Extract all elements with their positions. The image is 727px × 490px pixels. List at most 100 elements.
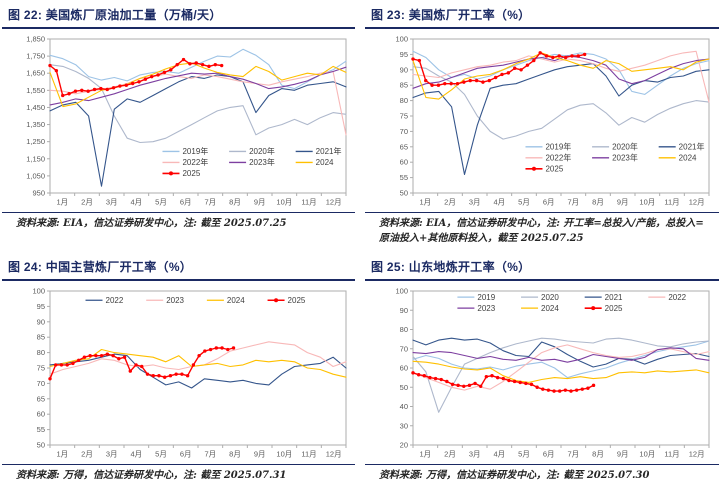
figure-23: 图 23: 美国炼厂开工率（%） 50 55 60 65 70 75 80 85 90 95 100… xyxy=(363,0,727,252)
svg-text:65: 65 xyxy=(37,394,45,403)
svg-text:2023: 2023 xyxy=(477,304,495,313)
svg-text:3月: 3月 xyxy=(469,198,481,207)
figure-22: 图 22: 美国炼厂原油加工量（万桶/天） 950 1,050 1,150 1,250… xyxy=(0,0,363,252)
svg-text:9月: 9月 xyxy=(617,450,629,459)
svg-text:1,750: 1,750 xyxy=(26,52,45,61)
svg-text:10月: 10月 xyxy=(639,450,655,459)
svg-text:2020: 2020 xyxy=(541,293,559,302)
svg-text:2022: 2022 xyxy=(106,296,124,305)
svg-text:1月: 1月 xyxy=(56,198,68,207)
svg-text:9月: 9月 xyxy=(254,198,266,207)
svg-text:2月: 2月 xyxy=(81,450,93,459)
svg-text:2023年: 2023年 xyxy=(249,157,275,167)
svg-text:90: 90 xyxy=(37,317,45,326)
svg-text:2021年: 2021年 xyxy=(679,142,705,152)
svg-text:1,050: 1,050 xyxy=(26,171,45,180)
svg-text:2023年: 2023年 xyxy=(612,153,638,163)
svg-text:80: 80 xyxy=(400,96,408,105)
svg-text:6月: 6月 xyxy=(180,198,192,207)
svg-text:1月: 1月 xyxy=(56,450,68,459)
svg-text:60: 60 xyxy=(400,364,408,373)
svg-text:65: 65 xyxy=(400,142,408,151)
svg-text:70: 70 xyxy=(400,344,408,353)
figure-25-chart-area: 20 30 40 50 60 70 80 90 100 1月 2月 3月 4月 5月 6月 7月 8月 9月 10月… xyxy=(365,281,719,463)
svg-text:2021年: 2021年 xyxy=(316,146,342,156)
svg-text:50: 50 xyxy=(37,441,45,450)
svg-text:1,350: 1,350 xyxy=(26,120,45,129)
figure-24: 图 24: 中国主营炼厂开工率（%） 50 55 60 65 70 75 80 85 90 95 1… xyxy=(0,252,363,490)
svg-text:7月: 7月 xyxy=(567,198,579,207)
svg-text:80: 80 xyxy=(400,325,408,334)
svg-text:4月: 4月 xyxy=(130,198,142,207)
svg-text:1,150: 1,150 xyxy=(26,154,45,163)
svg-text:6月: 6月 xyxy=(543,198,555,207)
svg-text:12月: 12月 xyxy=(326,450,342,459)
svg-text:7月: 7月 xyxy=(567,450,579,459)
svg-text:100: 100 xyxy=(32,287,45,296)
svg-text:95: 95 xyxy=(400,50,408,59)
svg-text:4月: 4月 xyxy=(493,450,505,459)
svg-text:2024: 2024 xyxy=(316,158,334,167)
figure-25-source: 资料来源: 万得，信达证券研发中心，注: 截至 2025.07.30 xyxy=(379,470,650,481)
svg-text:2022: 2022 xyxy=(668,293,686,302)
svg-text:10月: 10月 xyxy=(639,198,655,207)
svg-text:6月: 6月 xyxy=(543,450,555,459)
svg-text:55: 55 xyxy=(400,173,408,182)
svg-text:12月: 12月 xyxy=(689,198,705,207)
svg-text:8月: 8月 xyxy=(229,198,241,207)
svg-text:11月: 11月 xyxy=(664,450,679,459)
svg-text:3月: 3月 xyxy=(106,450,118,459)
svg-text:60: 60 xyxy=(37,410,45,419)
svg-text:9月: 9月 xyxy=(617,198,629,207)
svg-text:3月: 3月 xyxy=(469,450,481,459)
svg-text:2024: 2024 xyxy=(679,154,697,163)
svg-text:8月: 8月 xyxy=(592,450,604,459)
figure-25-chart: 20 30 40 50 60 70 80 90 100 1月 2月 3月 4月 5月 6月 7月 8月 9月 10月… xyxy=(395,287,710,459)
figure-22-title: 图 22: 美国炼厂原油加工量（万桶/天） xyxy=(2,4,355,29)
svg-text:2020年: 2020年 xyxy=(249,146,275,156)
svg-text:70: 70 xyxy=(400,127,408,136)
svg-text:30: 30 xyxy=(400,421,408,430)
figure-24-title: 图 24: 中国主营炼厂开工率（%） xyxy=(2,256,355,281)
svg-text:7月: 7月 xyxy=(204,198,216,207)
figure-24-source: 资料来源: 万得，信达证券研发中心，注: 截至 2025.07.31 xyxy=(16,470,287,481)
figure-22-chart-area: 950 1,050 1,150 1,250 1,350 1,450 1,550 1,650 1,… xyxy=(2,29,355,211)
svg-text:4月: 4月 xyxy=(130,450,142,459)
svg-text:2019年: 2019年 xyxy=(545,142,571,152)
svg-text:2022年: 2022年 xyxy=(545,153,571,163)
svg-text:5月: 5月 xyxy=(518,198,530,207)
figure-23-divider xyxy=(365,212,719,213)
figure-24-chart: 50 55 60 65 70 75 80 85 90 95 100 1月 2月 3月 4月 5月 6月 7月 8月 9… xyxy=(32,287,347,459)
svg-text:50: 50 xyxy=(400,189,408,198)
svg-text:10月: 10月 xyxy=(276,198,292,207)
svg-text:60: 60 xyxy=(400,158,408,167)
figure-22-divider xyxy=(2,212,355,213)
svg-text:2020年: 2020年 xyxy=(612,142,638,152)
svg-text:5月: 5月 xyxy=(155,450,167,459)
svg-text:80: 80 xyxy=(37,348,45,357)
svg-text:5月: 5月 xyxy=(518,450,530,459)
figure-23-source: 资料来源: EIA，信达证券研发中心，注: 开工率=总投入/产能，总投入=原油投… xyxy=(379,218,704,244)
figure-23-chart-area: 50 55 60 65 70 75 80 85 90 95 100 1月 2月 3月 4月 5月 6月 7月 8月 9… xyxy=(365,29,719,211)
svg-text:12月: 12月 xyxy=(689,450,705,459)
svg-text:11月: 11月 xyxy=(301,450,316,459)
svg-text:2025: 2025 xyxy=(605,304,623,313)
svg-text:2025: 2025 xyxy=(182,169,200,178)
svg-text:85: 85 xyxy=(400,81,408,90)
svg-text:2024: 2024 xyxy=(227,296,245,305)
svg-text:2019: 2019 xyxy=(477,293,495,302)
svg-text:2月: 2月 xyxy=(444,450,456,459)
svg-text:2021: 2021 xyxy=(605,293,623,302)
svg-text:85: 85 xyxy=(37,333,45,342)
svg-text:950: 950 xyxy=(32,189,45,198)
svg-text:2019年: 2019年 xyxy=(182,146,208,156)
svg-text:4月: 4月 xyxy=(493,198,505,207)
svg-text:2月: 2月 xyxy=(81,198,93,207)
svg-text:2025: 2025 xyxy=(288,296,306,305)
svg-text:1,250: 1,250 xyxy=(26,137,45,146)
svg-text:3月: 3月 xyxy=(106,198,118,207)
svg-text:1,450: 1,450 xyxy=(26,103,45,112)
svg-text:12月: 12月 xyxy=(326,198,342,207)
svg-text:1月: 1月 xyxy=(419,198,431,207)
figure-25-divider xyxy=(365,464,719,465)
